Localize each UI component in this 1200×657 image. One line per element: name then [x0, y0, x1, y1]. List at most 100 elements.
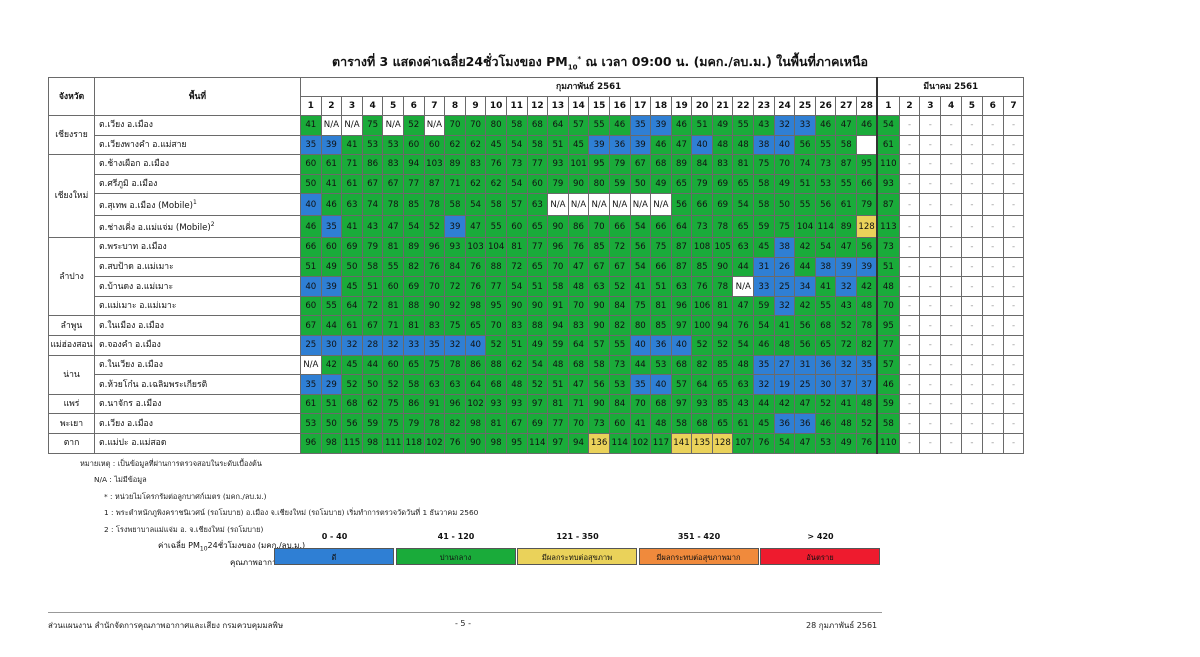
area-cell: ต.จองคำ อ.เมือง [94, 335, 301, 356]
value-cell: 98 [464, 413, 487, 435]
day-header: 2 [320, 96, 343, 116]
value-cell: 107 [732, 433, 755, 454]
value-cell: - [919, 295, 942, 317]
value-cell: 60 [300, 295, 322, 317]
value-cell: 68 [526, 115, 549, 136]
value-cell: 72 [835, 335, 858, 356]
value-cell: 35 [629, 115, 652, 136]
value-cell: 87 [423, 173, 446, 195]
value-cell: 57 [505, 193, 528, 217]
value-cell: 89 [444, 154, 466, 175]
value-cell: 71 [341, 154, 363, 175]
value-cell: 52 [835, 315, 858, 337]
value-cell: 102 [423, 433, 446, 454]
value-cell: 63 [588, 276, 610, 297]
value-cell: 32 [773, 115, 796, 136]
value-cell: N/A [567, 193, 590, 217]
value-cell: 54 [753, 315, 775, 337]
value-cell: 33 [794, 115, 816, 136]
value-cell: 56 [629, 237, 652, 258]
day-header: 4 [361, 96, 384, 116]
value-cell: 43 [361, 215, 384, 239]
value-cell: 81 [732, 154, 755, 175]
value-cell: - [1002, 276, 1025, 297]
value-cell: 92 [444, 295, 466, 317]
value-cell: - [981, 393, 1004, 415]
value-cell: 60 [382, 276, 404, 297]
value-cell: 85 [650, 315, 672, 337]
value-cell: 101 [567, 154, 590, 175]
value-cell: 114 [814, 215, 837, 239]
value-cell: 26 [773, 256, 796, 278]
value-cell: - [961, 276, 983, 297]
value-cell: 52 [423, 215, 446, 239]
value-cell: N/A [341, 115, 363, 136]
province-cell: เชียงใหม่ [48, 154, 95, 239]
value-cell: - [1002, 315, 1025, 337]
value-cell: 36 [773, 413, 796, 435]
value-cell: 55 [794, 193, 816, 217]
value-cell: 63 [670, 276, 693, 297]
value-cell: 60 [505, 215, 528, 239]
value-cell: 85 [711, 393, 734, 415]
value-cell: 61 [732, 413, 755, 435]
value-cell: 95 [856, 154, 878, 175]
value-cell: 90 [711, 256, 734, 278]
value-cell: 27 [773, 354, 796, 376]
value-cell: 67 [629, 154, 652, 175]
value-cell: 79 [547, 173, 569, 195]
value-cell: 48 [856, 295, 878, 317]
value-cell: 39 [588, 134, 610, 156]
value-cell: 39 [835, 256, 858, 278]
legend-range: 121 - 350 [556, 532, 599, 541]
value-cell: 48 [505, 374, 528, 395]
value-cell: - [919, 413, 942, 435]
month-header-feb: กุมภาพันธ์ 2561 [300, 77, 878, 97]
value-cell: 53 [382, 134, 404, 156]
day-header: 20 [691, 96, 713, 116]
value-cell: - [898, 193, 921, 217]
value-cell: 59 [361, 413, 384, 435]
value-cell: 74 [361, 193, 384, 217]
value-cell: - [981, 115, 1004, 136]
value-cell: 34 [794, 276, 816, 297]
value-cell: - [981, 154, 1004, 175]
value-cell: 68 [670, 354, 693, 376]
value-cell: 36 [608, 134, 631, 156]
value-cell: 59 [753, 215, 775, 239]
value-cell: 103 [423, 154, 446, 175]
value-cell: 70 [629, 393, 652, 415]
value-cell: - [940, 154, 963, 175]
value-cell: 55 [485, 215, 507, 239]
value-cell: 25 [794, 374, 816, 395]
area-header: พื้นที่ [94, 77, 301, 116]
value-cell: - [919, 193, 942, 217]
value-cell: 76 [423, 256, 446, 278]
value-cell: 31 [753, 256, 775, 278]
value-cell: 90 [588, 393, 610, 415]
value-cell: 83 [567, 315, 590, 337]
value-cell: 47 [732, 295, 755, 317]
value-cell: 30 [320, 335, 343, 356]
value-cell: - [919, 354, 942, 376]
value-cell: 52 [608, 276, 631, 297]
value-cell: 81 [711, 295, 734, 317]
value-cell: 42 [794, 237, 816, 258]
value-cell: 93 [876, 173, 900, 195]
value-cell: - [981, 193, 1004, 217]
value-cell: 65 [402, 354, 425, 376]
value-cell: 47 [464, 215, 487, 239]
value-cell: 91 [423, 393, 446, 415]
value-cell: - [898, 295, 921, 317]
value-cell: 102 [629, 433, 652, 454]
value-cell: 62 [485, 173, 507, 195]
value-cell: 45 [341, 354, 363, 376]
value-cell: 114 [526, 433, 549, 454]
value-cell: 52 [485, 335, 507, 356]
area-name: ต.ในเมือง อ.เมือง [99, 320, 164, 331]
day-header: 17 [629, 96, 652, 116]
value-cell: 81 [485, 413, 507, 435]
value-cell: - [1002, 335, 1025, 356]
value-cell: - [919, 115, 942, 136]
note-1: 1 : พระตำหนักภูพิงคราชนิเวศน์ (รถโมบาย) … [104, 508, 479, 518]
